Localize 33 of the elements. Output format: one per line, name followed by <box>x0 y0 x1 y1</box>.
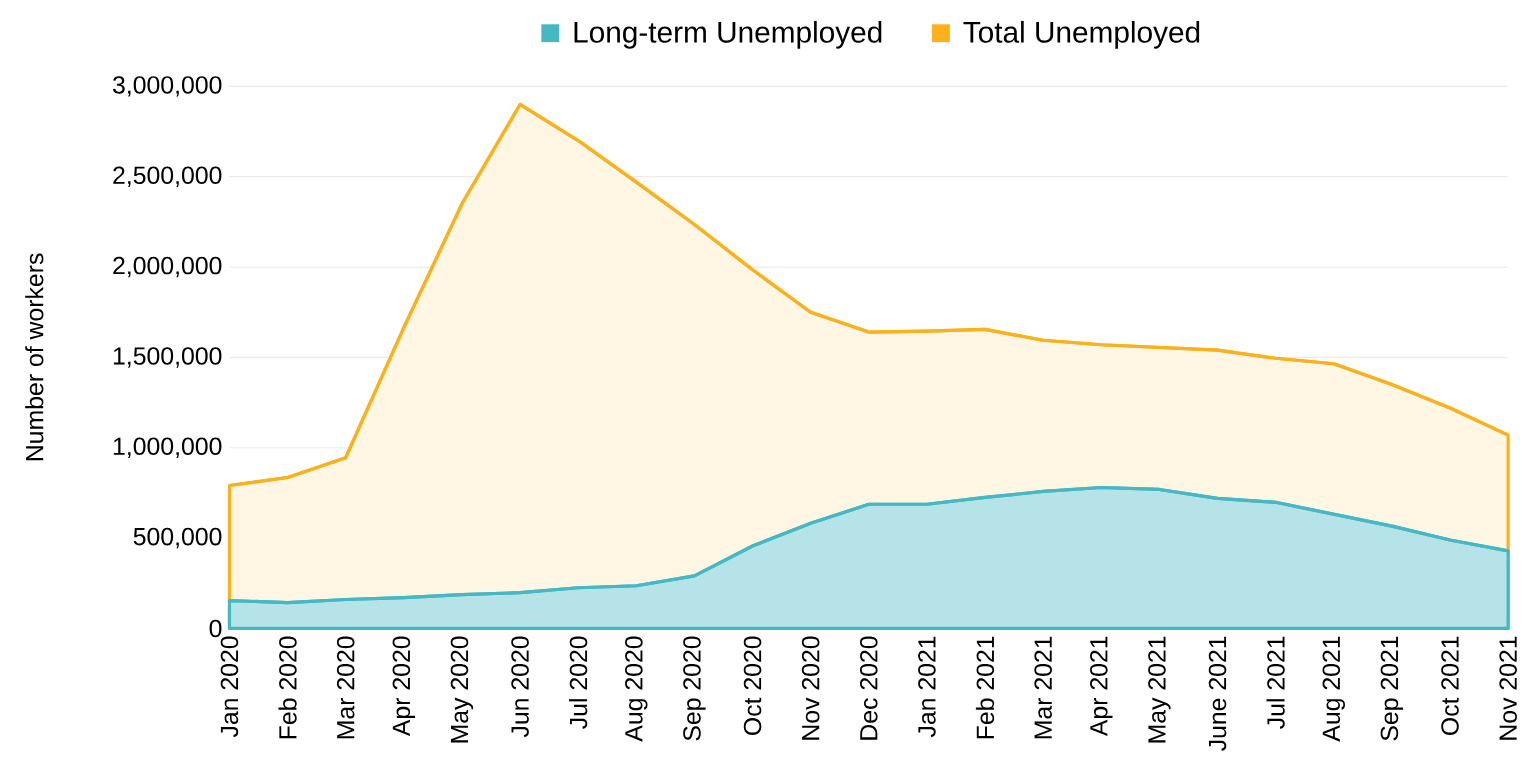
y-axis-title: Number of workers <box>25 253 44 460</box>
x-tick-label: Jul 2021 <box>1266 636 1285 729</box>
y-tick-label: 3,000,000 <box>112 75 222 97</box>
x-tick-label: Sep 2020 <box>683 636 706 741</box>
x-tick-label: Jan 2021 <box>918 636 936 737</box>
x-tick-label: Apr 2020 <box>392 636 416 736</box>
legend-label: Long-term Unemployed <box>574 20 882 49</box>
x-tick-label: May 2021 <box>1148 636 1171 743</box>
x-tick-label: Jul 2020 <box>569 636 588 729</box>
x-tick-label: Jan 2020 <box>220 636 239 737</box>
x-tick-label: May 2020 <box>450 636 474 743</box>
x-tick-label: Sep 2021 <box>1380 636 1404 741</box>
legend-label: Total Unemployed <box>963 20 1200 49</box>
y-tick-label: 500,000 <box>133 527 222 549</box>
x-tick-label: Feb 2020 <box>278 636 297 739</box>
y-tick-label: 0 <box>209 619 222 638</box>
x-tick-label: Nov 2020 <box>801 636 820 740</box>
y-tick-label: 2,000,000 <box>113 256 222 278</box>
y-tick-label: 1,000,000 <box>113 437 222 458</box>
x-tick-label: Apr 2021 <box>1090 636 1113 736</box>
x-tick-label: Dec 2020 <box>860 636 878 740</box>
x-tick-label: Oct 2020 <box>743 636 762 735</box>
x-tick-label: Nov 2021 <box>1499 636 1517 740</box>
x-tick-label: Mar 2021 <box>1034 636 1052 739</box>
y-tick-label: 2,500,000 <box>113 166 222 187</box>
y-tick-label: 1,500,000 <box>113 346 222 368</box>
x-tick-label: Aug 2020 <box>625 636 648 742</box>
x-tick-label: Jun 2020 <box>511 636 529 737</box>
x-tick-label: June 2021 <box>1208 636 1227 751</box>
x-tick-label: Mar 2020 <box>336 636 355 739</box>
x-tick-label: Oct 2021 <box>1441 636 1459 735</box>
x-tick-label: Feb 2021 <box>975 636 995 739</box>
x-tick-label: Aug 2021 <box>1322 636 1345 742</box>
